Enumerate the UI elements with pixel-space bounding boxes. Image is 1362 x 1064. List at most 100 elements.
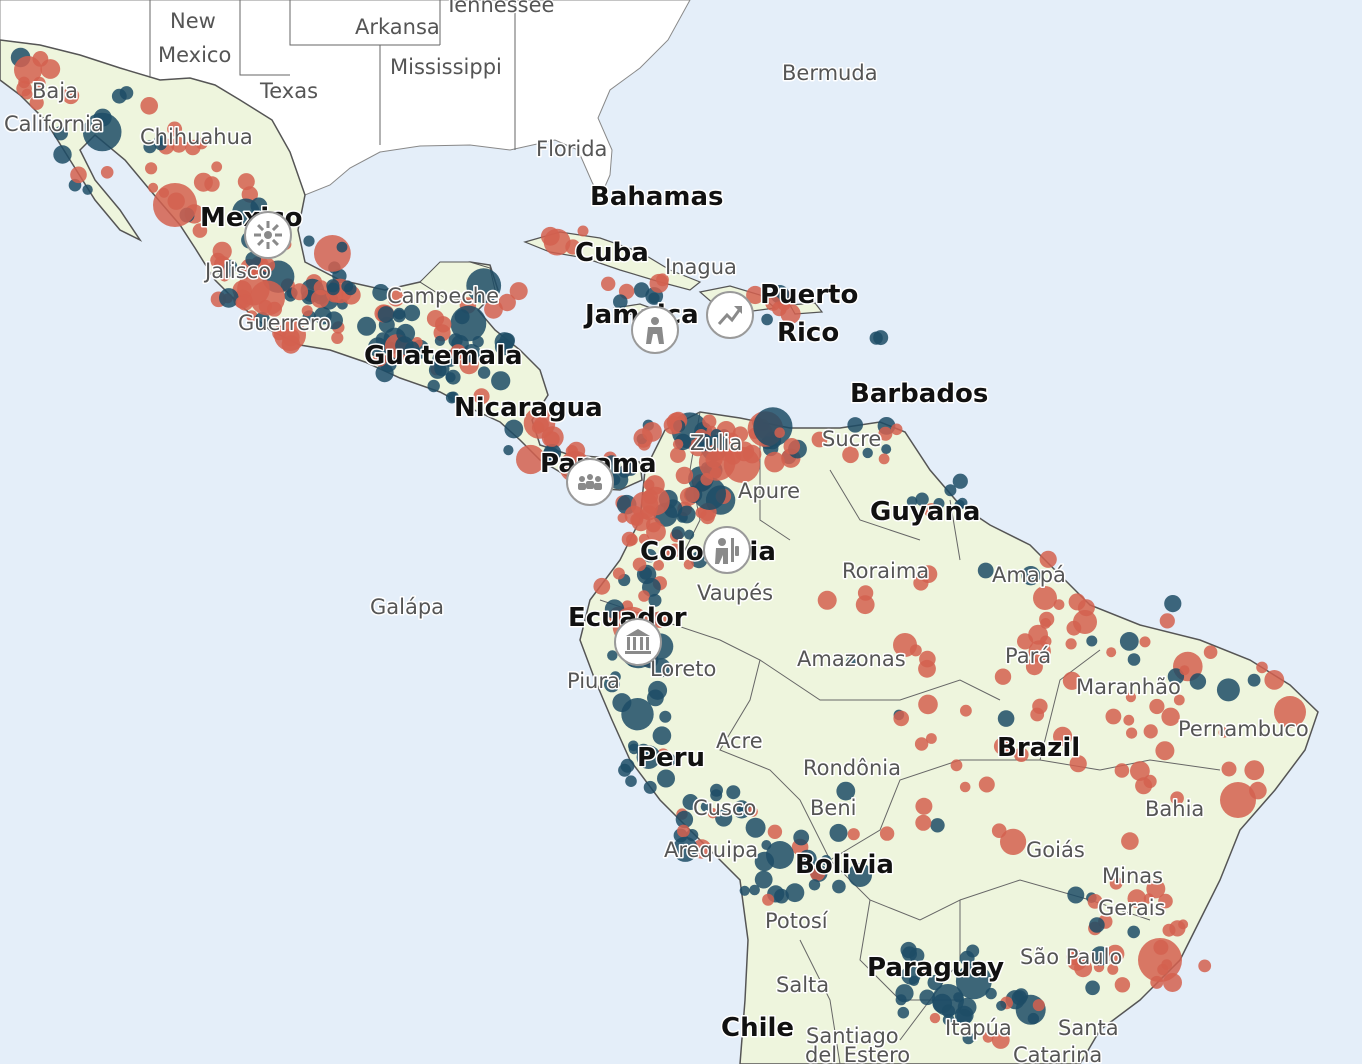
event-dot[interactable] xyxy=(372,284,390,301)
event-dot[interactable] xyxy=(1121,832,1139,850)
event-dot[interactable] xyxy=(906,496,918,507)
event-dot[interactable] xyxy=(498,293,516,312)
event-dot[interactable] xyxy=(1089,917,1105,933)
event-dot[interactable] xyxy=(1155,741,1175,761)
event-dot[interactable] xyxy=(625,775,637,787)
event-dot[interactable] xyxy=(491,371,511,391)
event-dot[interactable] xyxy=(195,137,208,150)
event-dot[interactable] xyxy=(621,698,654,731)
event-dot[interactable] xyxy=(620,758,635,773)
event-dot[interactable] xyxy=(427,379,440,393)
event-dot[interactable] xyxy=(707,808,718,819)
event-dot[interactable] xyxy=(1173,694,1185,706)
event-dot[interactable] xyxy=(724,432,739,447)
event-dot[interactable] xyxy=(70,166,87,184)
event-dot[interactable] xyxy=(1198,959,1212,973)
event-dot[interactable] xyxy=(793,829,810,846)
government-building-icon[interactable] xyxy=(614,618,662,666)
event-dot[interactable] xyxy=(879,826,895,841)
event-dot[interactable] xyxy=(377,306,395,323)
event-dot[interactable] xyxy=(387,289,405,307)
event-dot[interactable] xyxy=(1125,692,1136,703)
event-dot[interactable] xyxy=(219,288,239,308)
event-dot[interactable] xyxy=(783,438,801,455)
event-dot[interactable] xyxy=(1039,635,1052,648)
event-dot[interactable] xyxy=(977,562,994,579)
event-dot[interactable] xyxy=(1014,747,1029,762)
event-dot[interactable] xyxy=(952,473,968,489)
event-dot[interactable] xyxy=(145,162,158,175)
event-dot[interactable] xyxy=(516,444,546,475)
event-dot[interactable] xyxy=(211,161,223,173)
event-dot[interactable] xyxy=(985,987,997,1000)
event-dot[interactable] xyxy=(628,740,639,752)
event-dot[interactable] xyxy=(653,559,664,571)
event-dot[interactable] xyxy=(1032,999,1045,1012)
event-dot[interactable] xyxy=(950,759,963,772)
event-dot[interactable] xyxy=(1126,727,1138,739)
event-dot[interactable] xyxy=(473,388,490,405)
event-dot[interactable] xyxy=(832,879,846,894)
event-dot[interactable] xyxy=(982,1031,994,1043)
event-dot[interactable] xyxy=(652,726,672,745)
event-dot[interactable] xyxy=(1247,673,1261,687)
event-dot[interactable] xyxy=(100,166,114,179)
event-dot[interactable] xyxy=(663,416,683,435)
event-dot[interactable] xyxy=(1109,876,1123,890)
event-dot[interactable] xyxy=(909,948,925,963)
event-dot-large[interactable] xyxy=(274,319,306,351)
event-dot[interactable] xyxy=(1221,761,1237,777)
event-dot[interactable] xyxy=(978,776,995,793)
event-dot[interactable] xyxy=(291,283,309,301)
person-icon[interactable] xyxy=(631,306,679,354)
event-dot[interactable] xyxy=(1264,670,1285,690)
event-dot[interactable] xyxy=(1106,944,1125,964)
event-dot[interactable] xyxy=(372,352,387,367)
event-dot[interactable] xyxy=(1067,886,1085,904)
event-dot[interactable] xyxy=(726,785,741,800)
event-dot[interactable] xyxy=(29,95,44,110)
event-dot[interactable] xyxy=(957,497,968,508)
event-dot[interactable] xyxy=(111,88,127,104)
event-dot[interactable] xyxy=(314,235,351,272)
event-dot[interactable] xyxy=(991,823,1007,838)
event-dot[interactable] xyxy=(1146,879,1166,899)
event-dot[interactable] xyxy=(878,453,890,465)
event-dot[interactable] xyxy=(1065,638,1077,650)
event-dot[interactable] xyxy=(448,333,463,348)
event-dot[interactable] xyxy=(739,885,750,896)
event-dot[interactable] xyxy=(593,577,611,595)
event-dot-large[interactable] xyxy=(893,633,917,657)
event-dot[interactable] xyxy=(648,292,660,304)
event-dot-large[interactable] xyxy=(1220,782,1256,818)
event-dot[interactable] xyxy=(192,223,208,238)
event-dot[interactable] xyxy=(919,989,935,1006)
event-dot[interactable] xyxy=(1179,665,1190,676)
event-dot[interactable] xyxy=(901,965,921,985)
event-dot[interactable] xyxy=(746,285,765,305)
event-dot[interactable] xyxy=(1053,726,1073,747)
event-dot[interactable] xyxy=(466,268,502,304)
event-dot[interactable] xyxy=(301,305,313,317)
event-dot[interactable] xyxy=(622,460,639,476)
event-dot[interactable] xyxy=(341,280,354,293)
event-dot[interactable] xyxy=(881,444,892,455)
event-dot[interactable] xyxy=(509,282,528,301)
event-dot[interactable] xyxy=(303,235,315,247)
event-dot[interactable] xyxy=(761,313,773,326)
event-dot[interactable] xyxy=(325,311,343,330)
event-dot[interactable] xyxy=(621,531,637,547)
event-dot[interactable] xyxy=(454,309,470,325)
event-dot[interactable] xyxy=(1069,755,1087,773)
event-dot[interactable] xyxy=(224,259,238,273)
event-dot[interactable] xyxy=(1123,714,1135,726)
event-dot[interactable] xyxy=(1107,963,1119,975)
event-dot[interactable] xyxy=(991,1030,1010,1049)
event-dot[interactable] xyxy=(738,802,749,813)
event-dot[interactable] xyxy=(148,182,159,193)
event-dot[interactable] xyxy=(632,557,647,572)
event-dot[interactable] xyxy=(993,737,1012,755)
event-dot[interactable] xyxy=(1039,611,1055,627)
event-dot[interactable] xyxy=(1256,661,1268,674)
